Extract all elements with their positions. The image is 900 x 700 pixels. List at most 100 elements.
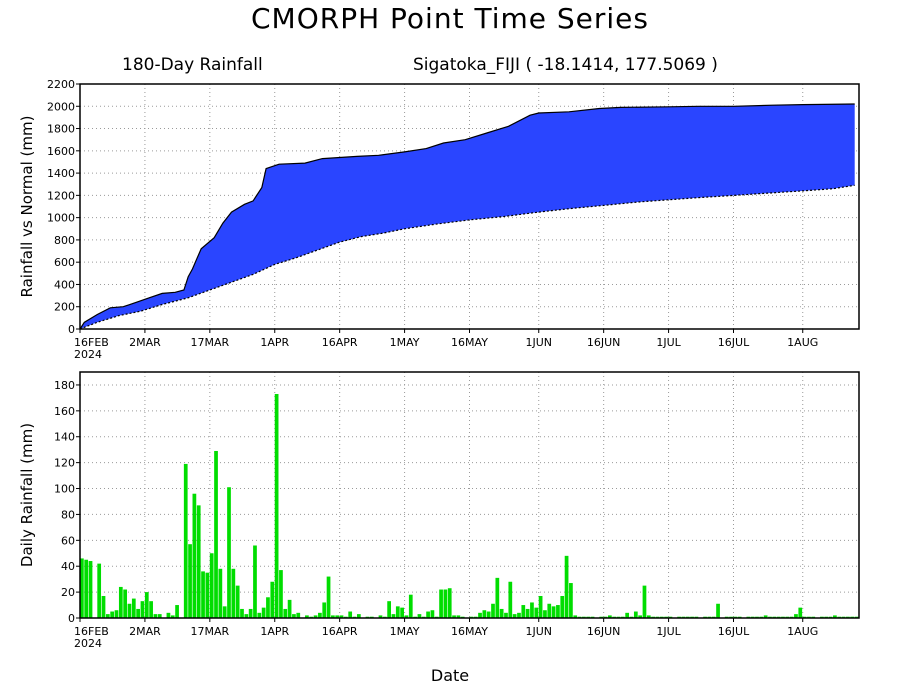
y-tick-label: 40	[61, 560, 75, 573]
plot-frame	[79, 83, 860, 330]
daily-rainfall-bar	[642, 585, 647, 618]
y-tick-label: 80	[61, 508, 75, 521]
daily-rainfall-bar	[205, 572, 210, 618]
daily-rainfall-bar	[569, 583, 573, 618]
x-tick-label: 16JUL	[718, 625, 750, 638]
daily-rainfall-bar	[499, 608, 504, 618]
daily-rainfall-bar	[443, 589, 448, 618]
chart-subtitle-period: 180-Day Rainfall	[122, 55, 263, 75]
chart-subtitle-location: Sigatoka_FIJI ( -18.1414, 177.5069 )	[413, 55, 718, 75]
y-tick-label: 800	[54, 234, 75, 247]
y-tick-label: 160	[54, 405, 75, 418]
x-tick-label: 1MAY	[390, 625, 420, 638]
daily-rainfall-bar	[261, 607, 266, 618]
daily-rainfall-bar	[101, 595, 106, 618]
y-tick-label: 1600	[47, 145, 75, 158]
daily-rainfall-bar	[97, 563, 102, 618]
x-tick-label: 17MAR	[191, 625, 230, 638]
daily-rainfall-bar	[244, 614, 249, 618]
daily-rainfall-bar	[270, 581, 275, 618]
y-tick-label: 1400	[47, 167, 75, 180]
chart-title: CMORPH Point Time Series	[251, 2, 649, 35]
daily-rainfall-bar	[279, 570, 283, 618]
x-tick-label: 16APR	[322, 625, 358, 638]
x-tick-label: 1APR	[260, 336, 289, 349]
y-tick-label: 600	[54, 256, 75, 269]
daily-rainfall-bar	[266, 597, 270, 618]
x-tick-label: 16JUL	[718, 336, 750, 349]
daily-rainfall-bar	[305, 615, 309, 618]
y-axis-label: Rainfall vs Normal (mm)	[18, 116, 36, 298]
daily-rainfall-bar	[430, 610, 435, 618]
daily-rainfall-bar	[192, 493, 197, 618]
daily-rainfall-bar	[447, 588, 452, 618]
x-tick-label: 16MAY	[451, 336, 488, 349]
series-line-normal	[79, 184, 855, 330]
daily-rainfall-bar	[235, 585, 240, 618]
daily-rainfall-bar	[517, 612, 521, 618]
daily-rainfall-bar	[287, 599, 292, 618]
y-tick-label: 200	[54, 301, 75, 314]
daily-rainfall-bar	[763, 615, 768, 618]
daily-rainfall-bar	[486, 611, 491, 618]
daily-rainfall-bar	[530, 602, 534, 618]
x-tick-label: 16FEB	[74, 625, 109, 638]
x-tick-label: 1AUG	[787, 625, 818, 638]
daily-rainfall-bar	[326, 576, 331, 618]
daily-rainfall-bar	[348, 611, 353, 618]
daily-rainfall-bar	[110, 611, 115, 618]
y-tick-label: 1000	[47, 212, 75, 225]
daily-rainfall-bar	[538, 595, 543, 618]
x-tick-label: 1APR	[260, 625, 289, 638]
daily-rainfall-bar	[201, 571, 205, 618]
daily-rainfall-bar	[560, 595, 565, 618]
daily-rainfall-bar	[131, 598, 136, 618]
daily-rainfall-bar	[318, 612, 322, 618]
daily-rainfall-bar	[84, 559, 89, 618]
daily-rainfall-bar	[157, 614, 162, 618]
y-tick-label: 20	[61, 586, 75, 599]
daily-rainfall-bar	[543, 610, 547, 618]
daily-rainfall-bar	[556, 605, 560, 618]
x-tick-label: 1JUL	[656, 336, 681, 349]
daily-rainfall-bar	[716, 603, 720, 618]
x-tick-label: 1AUG	[787, 336, 818, 349]
daily-rainfall-bar	[136, 608, 140, 618]
daily-rainfall-bar	[140, 601, 145, 618]
daily-rainfall-bar	[547, 603, 552, 618]
daily-rainfall-bar	[404, 615, 409, 618]
x-tick-label: 1JUL	[656, 625, 681, 638]
daily-rainfall-bar	[114, 610, 119, 618]
daily-rainfall-bar	[170, 615, 175, 618]
daily-rainfall-bar	[638, 615, 643, 618]
y-tick-label: 0	[68, 323, 75, 336]
daily-rainfall-bar	[118, 586, 123, 618]
daily-rainfall-bar	[408, 594, 413, 618]
daily-rainfall-bar	[313, 615, 318, 618]
daily-rainfall-bar	[646, 615, 651, 618]
daily-rainfall-bar	[495, 577, 500, 618]
daily-rainfall-panel: 0 20 40 60 80 100 120 140 160 180 16FEB 2MAR 17MAR 1A…	[18, 371, 860, 650]
daily-rainfall-bar	[551, 606, 556, 618]
daily-rainfall-bar	[504, 612, 508, 618]
daily-rainfall-bar	[378, 615, 383, 618]
x-tick-label: 1JUN	[525, 336, 552, 349]
daily-rainfall-bar	[127, 603, 132, 618]
daily-rainfall-bar	[209, 553, 214, 618]
x-tick-label: 1JUN	[525, 625, 552, 638]
daily-rainfall-bar	[339, 615, 344, 618]
daily-rainfall-bar	[335, 615, 340, 618]
daily-rainfall-bar	[322, 602, 327, 618]
daily-rainfall-bar	[395, 606, 400, 618]
daily-rainfall-bar	[573, 615, 578, 618]
daily-rainfall-bar	[153, 614, 158, 618]
daily-rainfall-bar	[80, 558, 84, 618]
daily-rainfall-bar	[292, 614, 296, 618]
cumulative-rainfall-panel: 0 200 400 600 800 1000 1200 1400 1600 1800 2000 220…	[18, 78, 860, 361]
x-tick-label: 17MAR	[191, 336, 230, 349]
daily-rainfall-bar	[534, 607, 539, 618]
daily-rainfall-bar	[253, 545, 257, 618]
daily-rainfall-bar	[123, 589, 128, 618]
y-tick-label: 1200	[47, 189, 75, 202]
daily-rainfall-bar	[607, 615, 612, 618]
